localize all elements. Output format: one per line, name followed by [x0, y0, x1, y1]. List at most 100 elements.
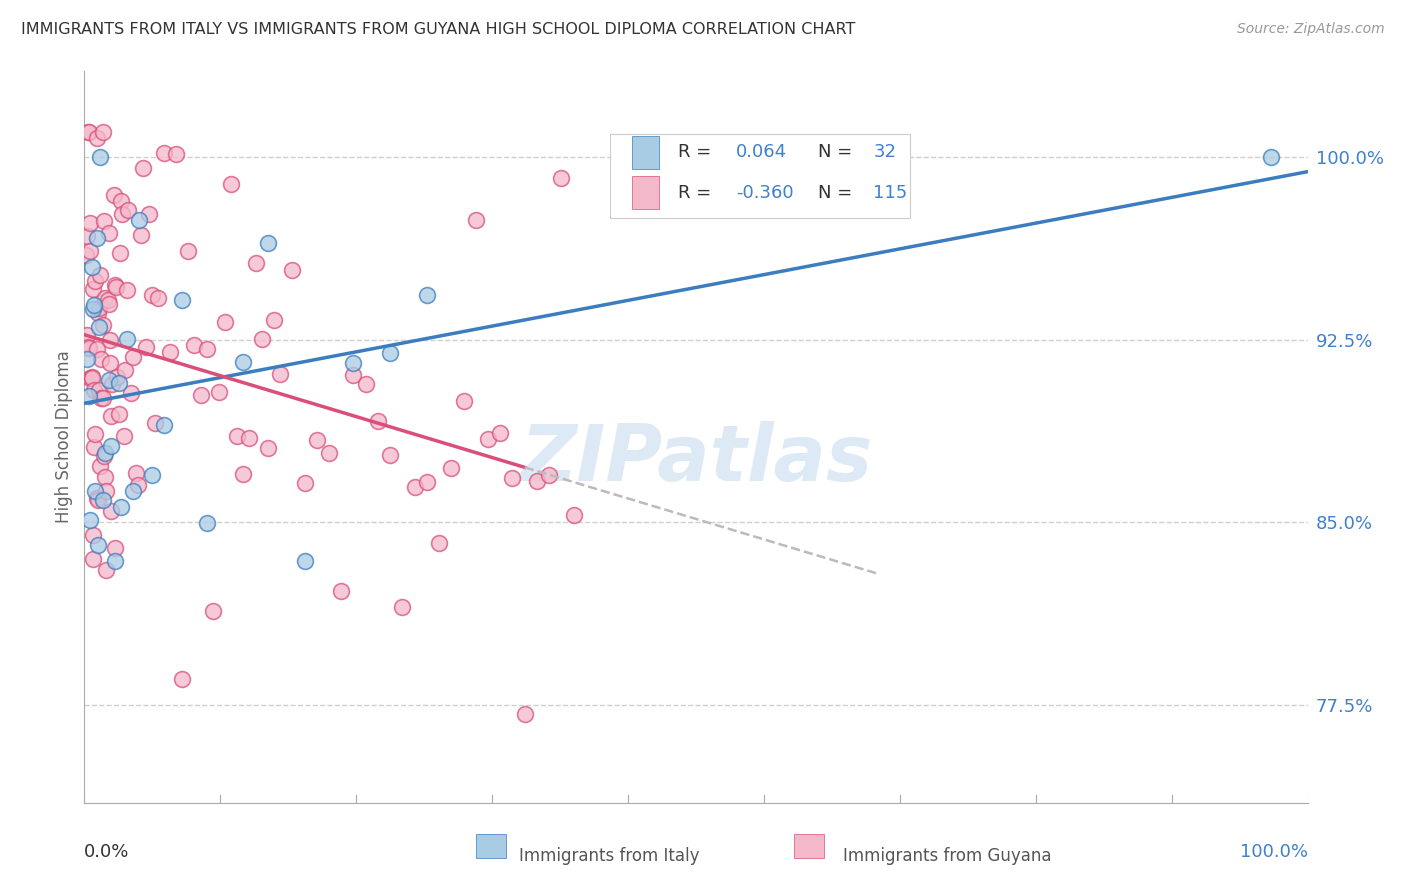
Point	[91, 492, 114, 507]
Point	[94, 446, 117, 460]
Text: -0.360: -0.360	[737, 184, 794, 202]
Point	[87, 301, 110, 315]
Point	[201, 604, 224, 618]
Point	[391, 599, 413, 614]
Point	[87, 538, 110, 552]
Point	[101, 377, 124, 392]
Point	[538, 467, 561, 482]
Point	[250, 332, 273, 346]
Point	[90, 391, 112, 405]
Text: Source: ZipAtlas.com: Source: ZipAtlas.com	[1237, 22, 1385, 37]
Point	[91, 318, 114, 332]
Point	[122, 483, 145, 498]
Point	[83, 298, 105, 312]
Text: N =: N =	[818, 184, 858, 202]
Point	[76, 229, 98, 244]
Point	[114, 362, 136, 376]
Point	[104, 541, 127, 555]
Point	[77, 125, 100, 139]
Point	[330, 584, 353, 599]
Point	[453, 394, 475, 409]
Point	[440, 460, 463, 475]
Point	[80, 370, 103, 384]
Point	[105, 369, 128, 384]
Point	[416, 475, 439, 489]
Point	[172, 293, 194, 307]
FancyBboxPatch shape	[633, 177, 659, 210]
Y-axis label: High School Diploma: High School Diploma	[55, 351, 73, 524]
Point	[93, 213, 115, 227]
Point	[269, 368, 291, 382]
Point	[1260, 150, 1282, 164]
Point	[172, 672, 194, 686]
Point	[84, 274, 107, 288]
Text: 0.064: 0.064	[737, 144, 787, 161]
Point	[477, 432, 499, 446]
Point	[115, 332, 138, 346]
Point	[190, 388, 212, 402]
Point	[342, 356, 364, 370]
Point	[75, 248, 97, 262]
Point	[404, 480, 426, 494]
Point	[138, 207, 160, 221]
Point	[281, 262, 304, 277]
Point	[100, 409, 122, 424]
Point	[89, 268, 111, 283]
Point	[562, 508, 585, 522]
Point	[129, 227, 152, 242]
Point	[318, 446, 340, 460]
Point	[79, 244, 101, 258]
Point	[97, 293, 120, 308]
Point	[104, 554, 127, 568]
Point	[128, 213, 150, 227]
Point	[79, 513, 101, 527]
Point	[83, 384, 105, 398]
Text: 115: 115	[873, 184, 908, 202]
Point	[77, 340, 100, 354]
Point	[96, 483, 118, 498]
Point	[127, 478, 149, 492]
Point	[87, 492, 110, 507]
Point	[354, 377, 377, 392]
Point	[82, 552, 104, 566]
Text: Immigrants from Guyana: Immigrants from Guyana	[842, 847, 1052, 864]
Point	[219, 177, 242, 191]
Point	[83, 440, 105, 454]
Point	[108, 245, 131, 260]
Text: IMMIGRANTS FROM ITALY VS IMMIGRANTS FROM GUYANA HIGH SCHOOL DIPLOMA CORRELATION : IMMIGRANTS FROM ITALY VS IMMIGRANTS FROM…	[21, 22, 855, 37]
FancyBboxPatch shape	[633, 136, 659, 169]
Point	[257, 442, 280, 456]
Point	[91, 125, 114, 139]
Point	[153, 145, 176, 160]
Point	[141, 288, 163, 302]
Point	[141, 468, 163, 483]
Point	[103, 187, 125, 202]
Point	[195, 342, 218, 356]
Point	[76, 327, 98, 342]
FancyBboxPatch shape	[794, 834, 824, 858]
Point	[305, 434, 328, 448]
Point	[257, 235, 280, 250]
Point	[107, 407, 129, 421]
Point	[120, 386, 142, 401]
Point	[77, 388, 100, 402]
Point	[153, 417, 176, 432]
Point	[502, 471, 524, 485]
Point	[294, 554, 316, 568]
Text: 32: 32	[873, 144, 897, 161]
Point	[464, 213, 486, 227]
Point	[513, 706, 536, 721]
Point	[122, 351, 145, 365]
Point	[100, 504, 122, 518]
Point	[112, 428, 135, 442]
Text: ZIPatlas: ZIPatlas	[520, 421, 872, 497]
Point	[84, 427, 107, 442]
Point	[342, 368, 364, 383]
Point	[238, 431, 260, 445]
Point	[143, 416, 166, 430]
Point	[214, 315, 236, 329]
Point	[90, 352, 112, 367]
Point	[76, 351, 98, 366]
Point	[80, 370, 103, 384]
Point	[115, 284, 138, 298]
